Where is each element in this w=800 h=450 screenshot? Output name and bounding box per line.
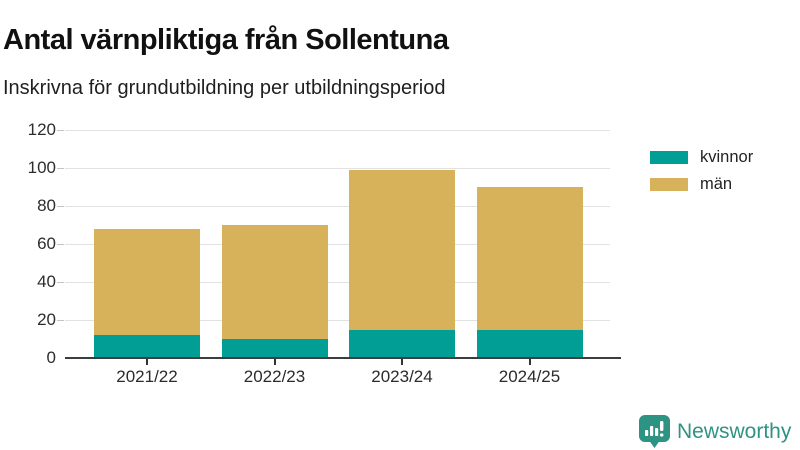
x-tick-mark [528,359,531,365]
x-tick-label-2023/24: 2023/24 [371,367,433,386]
x-tick-mark [273,359,276,365]
gridline-120 [65,130,610,131]
bar-segment-män [476,187,583,330]
bar-segment-män [221,225,328,339]
y-tick-mark [57,130,64,131]
bar-segment-kvinnor [94,335,200,358]
bar-segment-män [349,169,455,330]
gridline-80 [65,206,610,207]
chart-title: Antal värnpliktiga från Sollentuna [3,24,449,57]
x-tick-label-2021/22: 2021/22 [116,367,178,386]
gridline-40 [65,282,610,283]
y-tick-label-60: 60 [37,234,56,253]
x-tick-mark [146,359,148,365]
legend-label-kvinnor: kvinnor [700,147,754,166]
y-tick-mark [57,320,64,321]
gridline-60 [65,244,610,245]
y-tick-label-120: 120 [27,120,56,139]
legend-label-man: män [700,174,733,193]
x-tick-label-2024/25: 2024/25 [498,367,561,386]
legend: kvinnor män [650,147,754,204]
y-tick-mark [57,168,64,169]
y-tick-mark [57,206,64,207]
y-tick-mark [57,282,64,283]
gridline-100 [65,168,610,169]
x-tick-mark [401,359,403,365]
bar-segment-kvinnor [476,329,583,358]
y-tick-label-20: 20 [37,310,56,329]
newsworthy-logo-icon [639,415,670,448]
bar-2022/23 [221,225,328,358]
y-tick-label-0: 0 [46,348,56,367]
bar-2021/22 [94,228,200,358]
man-swatch-icon [650,177,688,191]
chart-subtitle: Inskrivna för grundutbildning per utbild… [3,77,446,99]
newsworthy-branding: Newsworthy [639,415,791,449]
y-tick-label-80: 80 [37,196,56,215]
legend-item-man: män [650,174,753,193]
y-tick-label-100: 100 [27,158,56,177]
bar-2023/24 [349,169,455,358]
x-axis-line [65,357,621,359]
y-tick-mark [57,244,64,245]
bar-segment-kvinnor [349,329,455,358]
plot-area [65,130,610,358]
bar-2024/25 [476,187,583,358]
bar-segment-män [94,228,200,336]
kvinnor-swatch-icon [650,150,688,164]
x-tick-label-2022/23: 2022/23 [243,367,306,386]
legend-item-kvinnor: kvinnor [650,147,754,166]
gridline-20 [65,320,610,321]
newsworthy-wordmark: Newsworthy [677,420,792,443]
y-tick-label-40: 40 [37,272,56,291]
bar-segment-kvinnor [221,339,328,358]
